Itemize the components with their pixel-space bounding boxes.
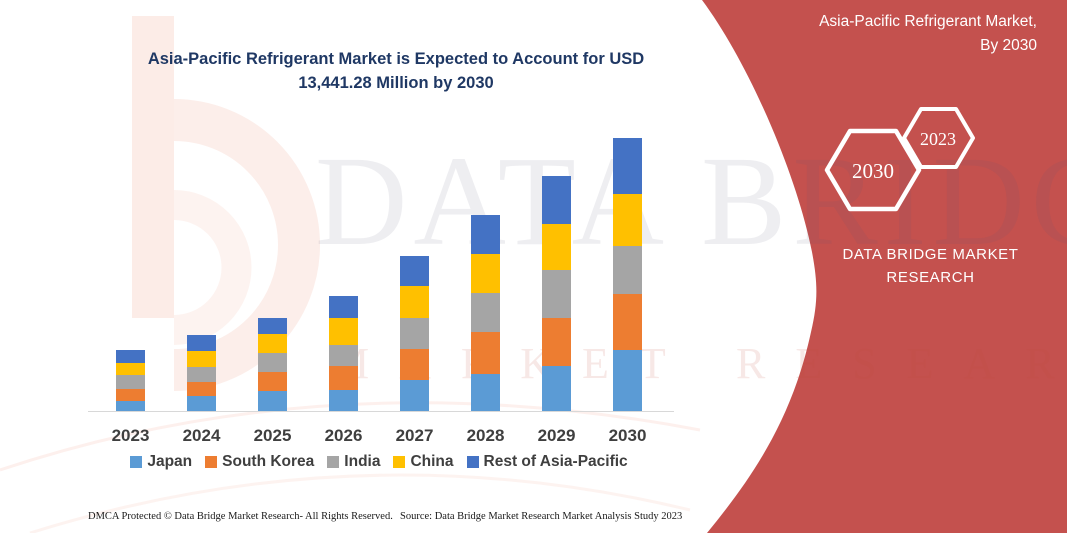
x-axis-labels: 2023 2024 2025 2026 2027 2028 2029 2030 — [95, 426, 663, 446]
legend-label: China — [410, 453, 454, 470]
bar-segment-2024-rest-of-asia-pacific — [187, 335, 216, 351]
x-axis-label-2027: 2027 — [395, 426, 434, 445]
bar-segment-2028-india — [471, 293, 500, 332]
bar-segment-2023-rest-of-asia-pacific — [116, 350, 145, 363]
x-axis-label-2029: 2029 — [537, 426, 576, 445]
legend-swatch-icon — [393, 456, 406, 468]
bar-segment-2023-japan — [116, 401, 145, 412]
bar-segment-2029-india — [542, 270, 571, 318]
badge-2023-label: 2023 — [920, 129, 956, 149]
bar-segment-2030-india — [613, 246, 642, 294]
legend-item-japan: Japan — [130, 453, 192, 471]
bar-segment-2026-india — [329, 345, 358, 366]
bar-segment-2026-japan — [329, 390, 358, 412]
x-axis-label-2023: 2023 — [111, 426, 150, 445]
bar-segment-2027-rest-of-asia-pacific — [400, 256, 429, 286]
bar-segment-2027-japan — [400, 380, 429, 412]
x-axis-line — [88, 411, 674, 412]
footer-source: Source: Data Bridge Market Research Mark… — [400, 511, 683, 522]
bar-segment-2024-japan — [187, 396, 216, 412]
bar-segment-2025-south-korea — [258, 372, 287, 391]
x-axis-label-2025: 2025 — [253, 426, 292, 445]
legend-item-india: India — [327, 453, 380, 471]
badge-2030-label: 2030 — [852, 159, 894, 183]
legend-swatch-icon — [205, 456, 218, 468]
bar-segment-2026-china — [329, 318, 358, 345]
legend-label: South Korea — [222, 453, 315, 470]
bar-segment-2025-china — [258, 334, 287, 353]
bar-segment-2026-south-korea — [329, 366, 358, 390]
bar-plot-area — [95, 120, 663, 412]
brand-line2: RESEARCH — [886, 269, 975, 287]
bar-stack-2028 — [450, 120, 521, 412]
x-axis-label-2026: 2026 — [324, 426, 363, 445]
bar-segment-2030-china — [613, 194, 642, 246]
bar-segment-2030-japan — [613, 350, 642, 412]
bar-segment-2028-rest-of-asia-pacific — [471, 215, 500, 254]
bar-segment-2029-china — [542, 224, 571, 270]
bar-segment-2025-rest-of-asia-pacific — [258, 318, 287, 334]
bar-stack-2029 — [521, 120, 592, 412]
bar-segment-2027-china — [400, 286, 429, 318]
bar-segment-2023-south-korea — [116, 389, 145, 401]
x-axis-label-2028: 2028 — [466, 426, 505, 445]
year-badges: 2023 2030 — [824, 107, 975, 212]
legend-swatch-icon — [130, 456, 143, 468]
bar-segment-2028-china — [471, 254, 500, 293]
bar-stack-2024 — [166, 120, 237, 412]
bar-segment-2030-rest-of-asia-pacific — [613, 138, 642, 194]
bar-segment-2029-rest-of-asia-pacific — [542, 176, 571, 224]
bar-segment-2023-china — [116, 363, 145, 375]
bar-segment-2029-japan — [542, 366, 571, 412]
bar-stack-2023 — [95, 120, 166, 412]
bar-segment-2025-india — [258, 353, 287, 372]
footer-copyright: DMCA Protected © Data Bridge Market Rese… — [88, 511, 393, 522]
bar-segment-2024-china — [187, 351, 216, 367]
legend-swatch-icon — [466, 456, 479, 468]
brand-wordmark: DATA BRIDGE MARKET RESEARCH — [828, 243, 1033, 290]
badge-2023-hexagon: 2023 — [902, 107, 975, 169]
side-panel-title-line1: Asia-Pacific Refrigerant Market, — [819, 13, 1037, 30]
chart-title: Asia-Pacific Refrigerant Market is Expec… — [92, 48, 700, 96]
legend-item-rest-of-asia-pacific: Rest of Asia-Pacific — [466, 453, 628, 471]
chart-legend: Japan South Korea India China Rest of Asia-P… — [88, 453, 670, 471]
bar-segment-2024-south-korea — [187, 382, 216, 396]
bar-segment-2029-south-korea — [542, 318, 571, 366]
x-axis-label-2030: 2030 — [608, 426, 647, 445]
bar-stack-2027 — [379, 120, 450, 412]
bar-stack-2026 — [308, 120, 379, 412]
legend-swatch-icon — [327, 456, 340, 468]
chart-title-text: Asia-Pacific Refrigerant Market is Expec… — [147, 50, 645, 92]
bar-segment-2027-india — [400, 318, 429, 349]
bar-stack-2025 — [237, 120, 308, 412]
bar-segment-2028-south-korea — [471, 332, 500, 374]
side-panel-title-line2: By 2030 — [980, 37, 1037, 55]
side-panel-title: Asia-Pacific Refrigerant Market, By 2030 — [727, 10, 1037, 58]
brand-line1: DATA BRIDGE MARKET — [842, 246, 1019, 263]
badge-2030-hexagon: 2030 — [824, 128, 922, 212]
bar-segment-2026-rest-of-asia-pacific — [329, 296, 358, 318]
legend-item-south-korea: South Korea — [205, 453, 314, 471]
x-axis-label-2024: 2024 — [182, 426, 221, 445]
bar-segment-2028-japan — [471, 374, 500, 412]
bar-segment-2024-india — [187, 367, 216, 382]
bar-segment-2023-india — [116, 375, 145, 389]
legend-label: India — [344, 453, 381, 470]
legend-label: Japan — [147, 453, 193, 470]
legend-label: Rest of Asia-Pacific — [483, 453, 628, 470]
bar-segment-2027-south-korea — [400, 349, 429, 380]
bar-segment-2030-south-korea — [613, 294, 642, 350]
bar-segment-2025-japan — [258, 391, 287, 412]
bar-stack-2030 — [592, 120, 663, 412]
legend-item-china: China — [393, 453, 454, 471]
